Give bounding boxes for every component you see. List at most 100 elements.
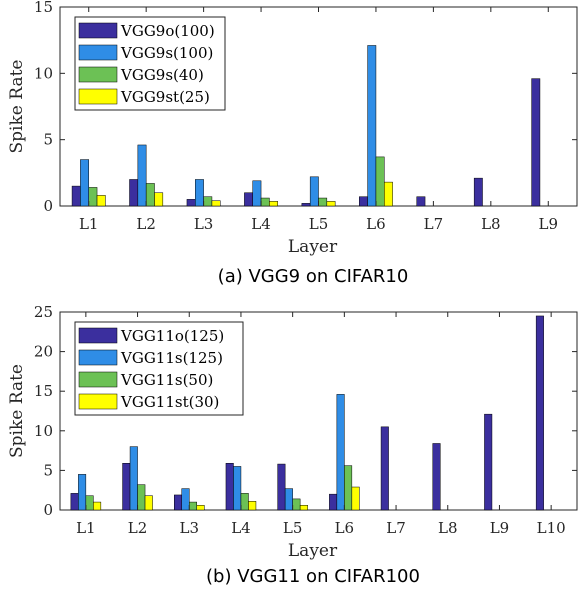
bar-VGG9s(100)-L5 bbox=[309, 176, 319, 207]
x-tick-label: L4 bbox=[251, 215, 271, 233]
x-axis-label: Layer bbox=[288, 237, 338, 257]
bar-VGG11st(30)-L2 bbox=[144, 495, 153, 511]
y-tick-label: 25 bbox=[34, 303, 53, 321]
legend-swatch bbox=[78, 88, 118, 105]
legend-entry: VGG9o(100) bbox=[120, 22, 215, 40]
bar-VGG11o(125)-L1 bbox=[70, 493, 79, 511]
bar-VGG9s(100)-L3 bbox=[195, 179, 204, 207]
x-tick-label: L9 bbox=[490, 519, 510, 537]
bar-VGG9o(100)-L1 bbox=[71, 185, 81, 207]
bar-VGG11s(50)-L2 bbox=[137, 484, 146, 511]
y-tick-label: 5 bbox=[43, 131, 53, 149]
y-tick-label: 0 bbox=[43, 197, 53, 215]
chart-vgg11-cifar100: 0 5 10 15 20 25 L1 L2 L3 L4 L5 L6 L7 L8 L9 L10 Layer Spik… bbox=[7, 303, 578, 561]
bar-VGG9st(25)-L1 bbox=[96, 195, 106, 207]
bar-VGG11s(50)-L3 bbox=[189, 501, 197, 511]
legend-swatch bbox=[78, 22, 118, 39]
bar-VGG9o(100)-L9 bbox=[531, 78, 541, 207]
y-tick-label: 0 bbox=[43, 501, 53, 519]
legend-swatch bbox=[78, 371, 118, 388]
legend-entry: VGG9s(100) bbox=[120, 44, 213, 62]
bar-VGG9s(40)-L1 bbox=[88, 187, 98, 207]
bar-VGG11s(125)-L1 bbox=[78, 474, 87, 511]
x-tick-label: L6 bbox=[366, 215, 386, 233]
bar-VGG11o(125)-L2 bbox=[122, 463, 131, 511]
bar-VGG9st(25)-L6 bbox=[384, 181, 393, 207]
bar-VGG9s(40)-L3 bbox=[203, 196, 213, 207]
bar-VGG9o(100)-L7 bbox=[416, 196, 426, 207]
y-tick-label: 20 bbox=[34, 343, 53, 361]
y-tick-label: 10 bbox=[34, 64, 53, 82]
bar-VGG11s(125)-L3 bbox=[181, 488, 190, 511]
bar-VGG9s(100)-L4 bbox=[252, 180, 262, 207]
bar-VGG11st(30)-L6 bbox=[351, 486, 360, 511]
bar-VGG11o(125)-L6 bbox=[329, 493, 338, 511]
x-tick-label: L3 bbox=[179, 519, 199, 537]
bar-VGG9s(100)-L6 bbox=[367, 45, 377, 207]
legend-swatch bbox=[78, 393, 118, 410]
bar-VGG9o(100)-L4 bbox=[244, 192, 253, 207]
bar-VGG11o(125)-L4 bbox=[225, 463, 234, 511]
x-tick-label: L2 bbox=[136, 215, 156, 233]
bar-VGG11s(50)-L1 bbox=[85, 495, 94, 511]
bar-VGG11o(125)-L10 bbox=[535, 315, 544, 511]
x-tick-label: L8 bbox=[438, 519, 458, 537]
legend-entry: VGG11o(125) bbox=[120, 327, 224, 345]
bar-VGG9st(25)-L4 bbox=[269, 201, 278, 207]
bar-VGG9st(25)-L5 bbox=[326, 201, 336, 207]
legend-entry: VGG9s(40) bbox=[120, 66, 204, 84]
x-tick-label: L1 bbox=[79, 215, 99, 233]
bar-VGG9s(40)-L2 bbox=[145, 183, 155, 207]
bar-VGG11s(50)-L5 bbox=[292, 498, 301, 511]
x-tick-label: L7 bbox=[424, 215, 444, 233]
x-tick-label: L2 bbox=[128, 519, 148, 537]
legend-swatch bbox=[78, 44, 118, 61]
bar-VGG9o(100)-L3 bbox=[186, 199, 196, 207]
bar-VGG9s(40)-L6 bbox=[375, 156, 385, 207]
legend-swatch bbox=[78, 349, 118, 366]
bar-VGG11s(125)-L4 bbox=[233, 466, 242, 511]
y-tick-label: 15 bbox=[34, 0, 53, 16]
legend-swatch bbox=[78, 66, 118, 83]
x-tick-label: L10 bbox=[537, 519, 566, 537]
legend-entry: VGG11s(125) bbox=[120, 349, 223, 367]
y-axis-label: Spike Rate bbox=[7, 60, 27, 154]
bar-VGG11st(30)-L5 bbox=[299, 505, 308, 511]
bar-VGG11s(50)-L6 bbox=[344, 465, 353, 511]
legend-entry: VGG11s(50) bbox=[120, 371, 213, 389]
bar-VGG11o(125)-L9 bbox=[484, 413, 493, 511]
bar-VGG11s(50)-L4 bbox=[240, 493, 249, 511]
y-tick-label: 15 bbox=[34, 382, 53, 400]
chart-vgg11-caption: (b) VGG11 on CIFAR100 bbox=[206, 566, 420, 587]
bar-VGG11o(125)-L8 bbox=[432, 443, 441, 511]
bar-VGG11o(125)-L7 bbox=[380, 426, 389, 511]
chart-vgg9-caption: (a) VGG9 on CIFAR10 bbox=[218, 266, 409, 287]
bar-VGG9st(25)-L2 bbox=[154, 192, 164, 207]
bar-VGG9o(100)-L2 bbox=[129, 179, 139, 207]
x-tick-label: L5 bbox=[283, 519, 303, 537]
y-tick-label: 5 bbox=[43, 461, 53, 479]
x-tick-label: L9 bbox=[539, 215, 559, 233]
bar-VGG9s(100)-L1 bbox=[80, 159, 89, 207]
bar-VGG11s(125)-L2 bbox=[129, 446, 138, 511]
bar-VGG11st(30)-L4 bbox=[248, 501, 257, 511]
y-tick-label: 10 bbox=[34, 422, 53, 440]
x-tick-label: L3 bbox=[194, 215, 214, 233]
bar-VGG11s(125)-L6 bbox=[336, 394, 345, 511]
bar-VGG11o(125)-L5 bbox=[277, 463, 286, 511]
bar-VGG11st(30)-L3 bbox=[196, 505, 205, 511]
x-tick-label: L7 bbox=[386, 519, 406, 537]
x-tick-label: L1 bbox=[76, 519, 96, 537]
legend-swatch bbox=[78, 327, 118, 344]
bar-VGG9o(100)-L6 bbox=[359, 196, 368, 207]
x-tick-label: L8 bbox=[481, 215, 501, 233]
x-axis-label: Layer bbox=[288, 541, 338, 561]
x-tick-label: L6 bbox=[335, 519, 355, 537]
x-tick-label: L5 bbox=[309, 215, 329, 233]
bar-VGG9s(40)-L5 bbox=[318, 197, 328, 207]
bar-VGG9o(100)-L5 bbox=[301, 203, 311, 207]
bar-VGG9s(100)-L2 bbox=[137, 144, 147, 207]
chart-vgg9-cifar10: 0 5 10 15 L1 L2 L3 L4 L5 L6 L7 L8 L9 Layer Spike Rate V… bbox=[7, 0, 578, 257]
y-axis-label: Spike Rate bbox=[7, 364, 27, 458]
